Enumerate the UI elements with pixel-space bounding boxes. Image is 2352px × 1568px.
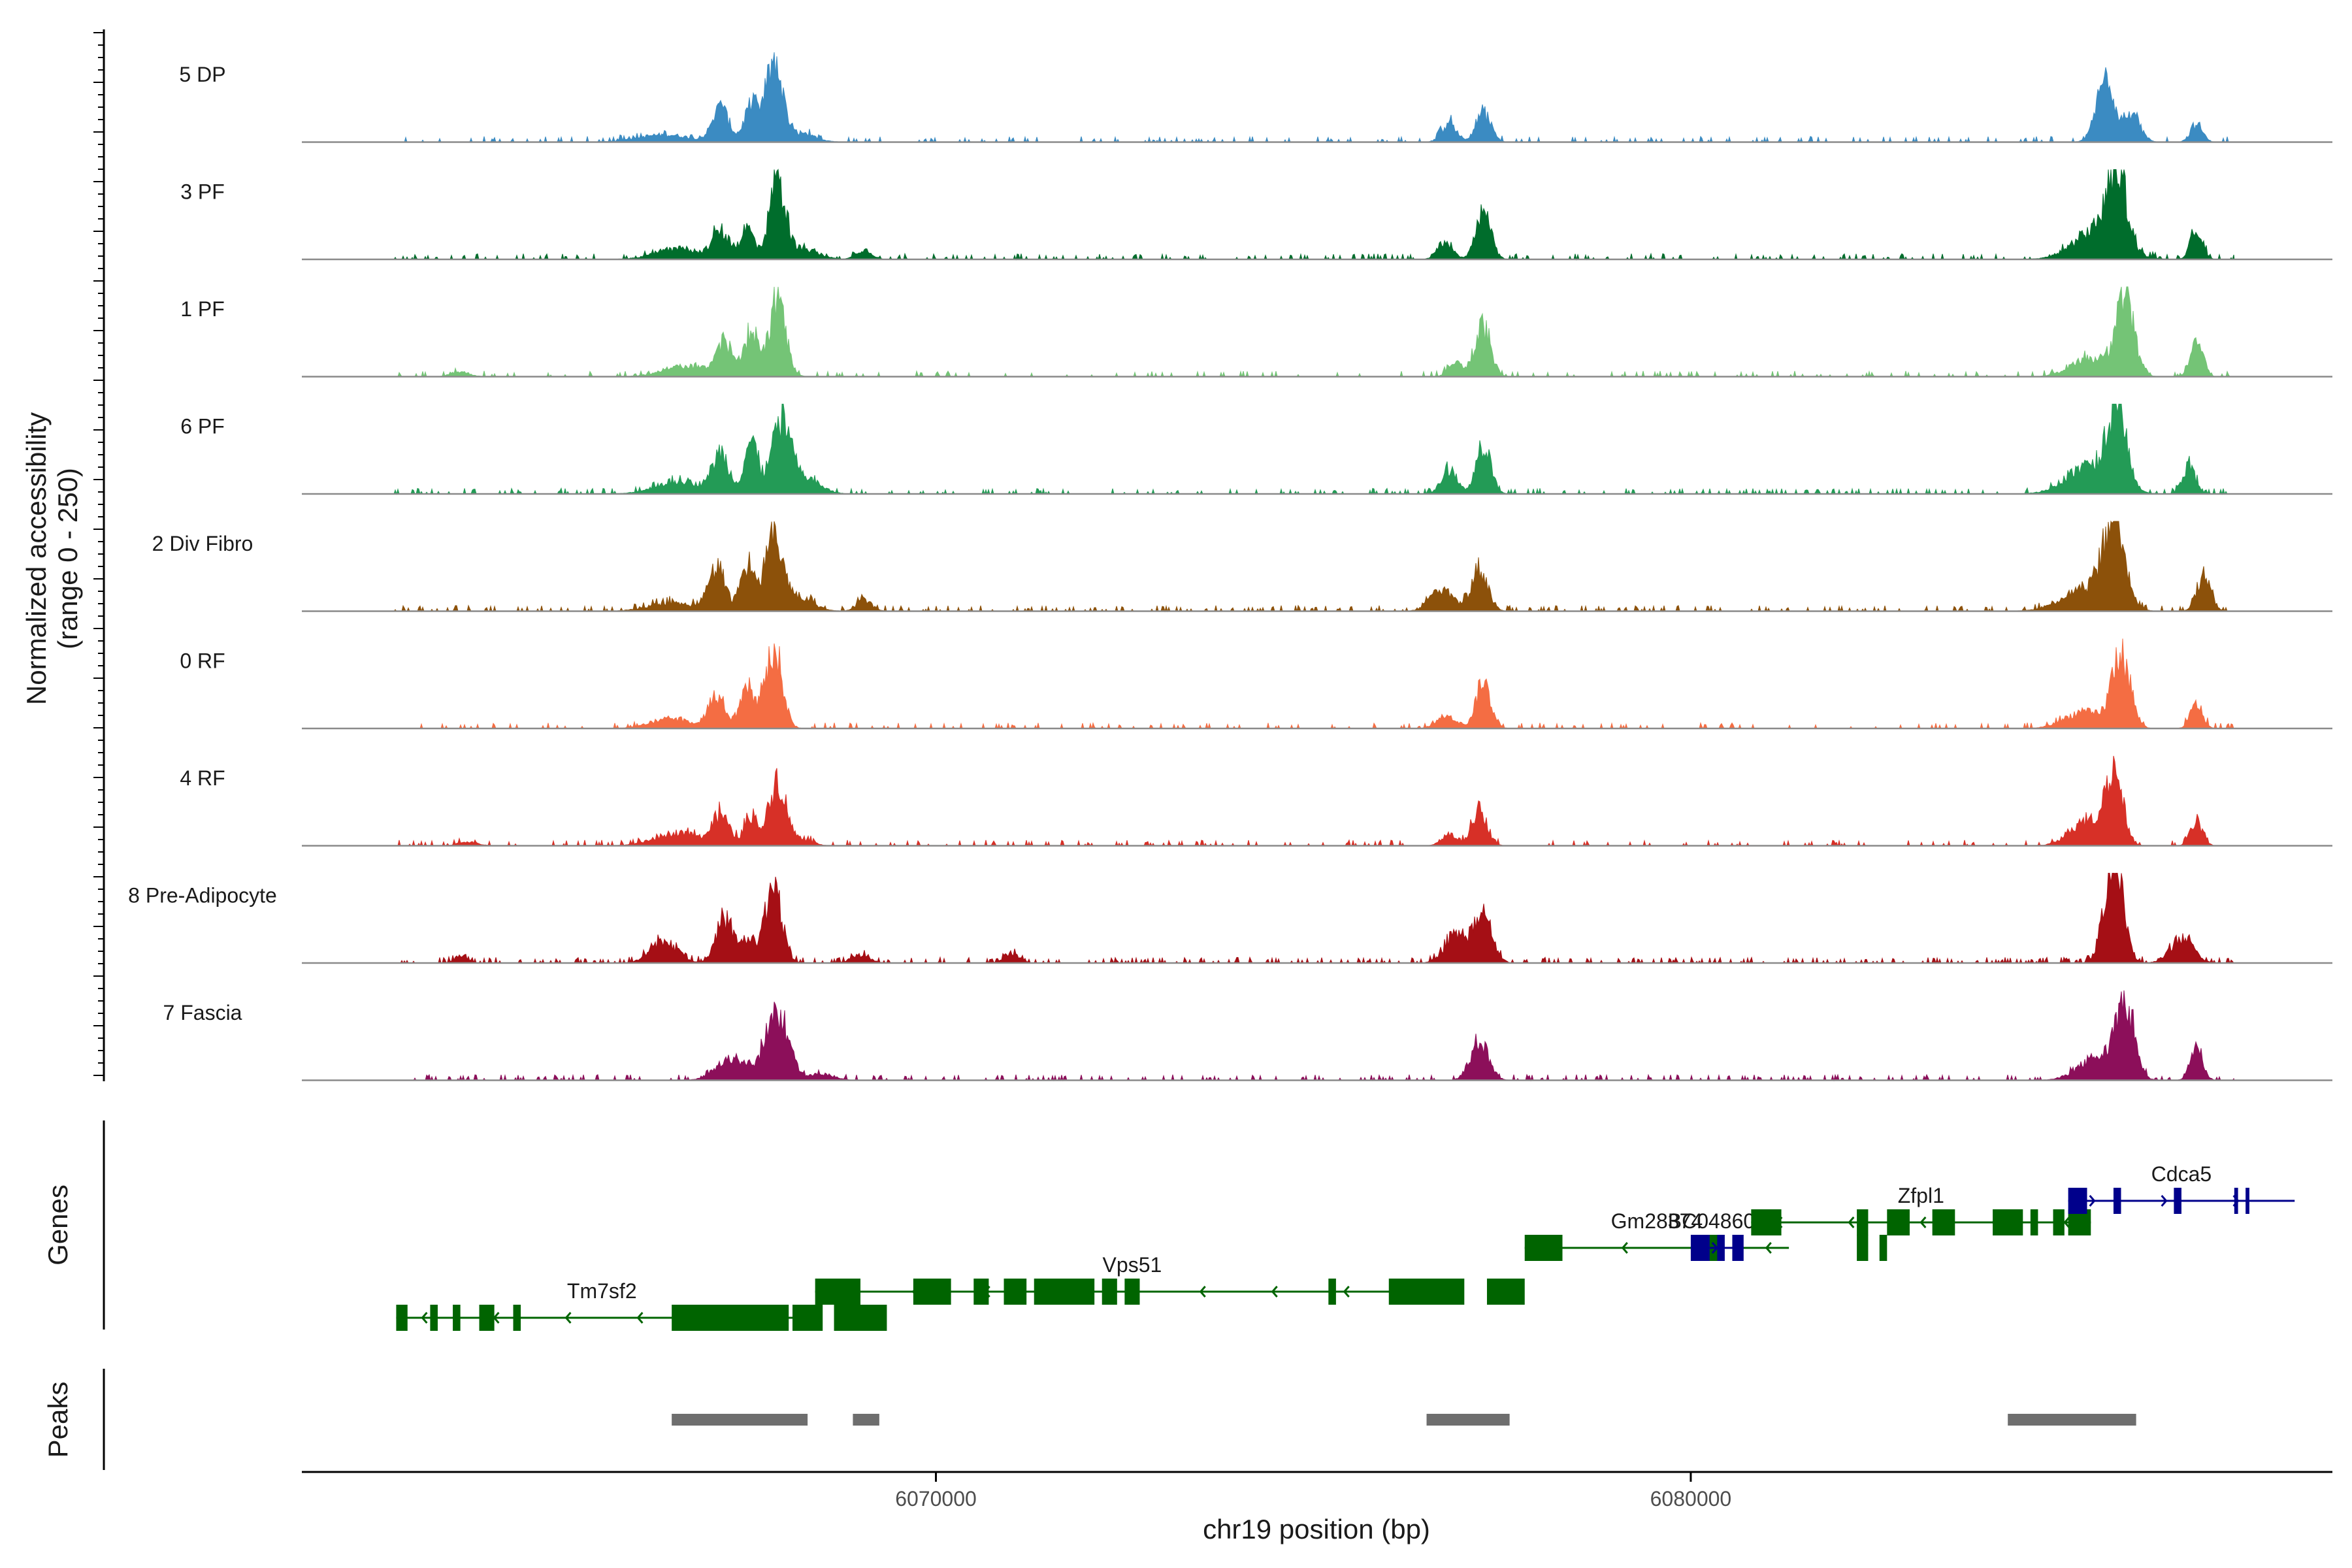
- exon-block: [792, 1305, 823, 1331]
- exon-block: [396, 1305, 408, 1331]
- strand-arrow: [1343, 1286, 1350, 1298]
- strand-arrow: [564, 1312, 572, 1324]
- exon-block: [1887, 1209, 1910, 1235]
- gene-label: BC048609: [1668, 1209, 1767, 1233]
- track-0-rf: 0 RF: [180, 638, 2332, 730]
- x-tick-label: 6080000: [1650, 1487, 1732, 1511]
- peak-bar: [853, 1414, 879, 1426]
- strand-arrow: [1848, 1217, 1855, 1228]
- gene-gm28374: Gm28374: [1524, 1209, 1887, 1261]
- strand-arrow: [1199, 1286, 1206, 1298]
- genes-panel-label: Genes: [42, 1184, 73, 1266]
- track-5-dp: 5 DP: [179, 52, 2332, 144]
- exon-block: [834, 1305, 887, 1331]
- track-label: 3 PF: [180, 180, 225, 204]
- strand-arrow: [636, 1312, 644, 1324]
- x-tick-label: 6070000: [895, 1487, 977, 1511]
- track-7-fascia: 7 Fascia: [163, 990, 2332, 1082]
- y-axis-title-line1: Normalized accessibility: [21, 412, 52, 705]
- exon-block: [2030, 1209, 2038, 1235]
- peak-bar: [1426, 1414, 1510, 1426]
- gene-label: Cdca5: [2151, 1162, 2212, 1186]
- track-label: 6 PF: [180, 415, 225, 438]
- track-label: 2 Div Fibro: [152, 532, 253, 555]
- peaks-panel-label: Peaks: [42, 1382, 73, 1458]
- exon-block: [1102, 1279, 1117, 1305]
- gene-label: Zfpl1: [1898, 1184, 1944, 1207]
- strand-arrow: [1919, 1217, 1927, 1228]
- exon-block: [1993, 1209, 2023, 1235]
- exon-block: [2246, 1188, 2249, 1214]
- exon-block: [1388, 1279, 1465, 1305]
- exon-block: [2068, 1188, 2087, 1214]
- strand-arrow: [1711, 1242, 1718, 1254]
- exon-block: [1857, 1209, 1869, 1235]
- gene-vps51: Vps51: [815, 1253, 1525, 1305]
- exon-block: [513, 1305, 521, 1331]
- exon-block: [1857, 1235, 1869, 1261]
- track-6-pf: 6 PF: [180, 404, 2332, 495]
- exon-block: [2174, 1188, 2181, 1214]
- exon-block: [1486, 1279, 1525, 1305]
- strand-arrow: [1765, 1242, 1772, 1254]
- track-label: 0 RF: [180, 649, 225, 673]
- exon-block: [672, 1305, 789, 1331]
- strand-arrow: [1271, 1286, 1278, 1298]
- exon-block: [815, 1279, 860, 1305]
- track-8-pre-adipocyte: 8 Pre-Adipocyte: [128, 873, 2332, 964]
- gene-label: Tm7sf2: [567, 1279, 637, 1303]
- y-axis-ticks: [93, 29, 105, 1081]
- strand-arrow: [2089, 1195, 2096, 1207]
- gene-label: Gm28374: [1611, 1209, 1703, 1233]
- gene-cdca5: Cdca5: [2068, 1162, 2295, 1214]
- gene-tm7sf2: Tm7sf2: [396, 1279, 887, 1331]
- track-label: 7 Fascia: [163, 1001, 242, 1024]
- track-4-rf: 4 RF: [180, 755, 2332, 847]
- peak-regions: [672, 1414, 2136, 1426]
- exon-block: [453, 1305, 461, 1331]
- track-2-div-fibro: 2 Div Fibro: [152, 520, 2332, 613]
- coverage-tracks: 5 DP 3 PF 1 PF 6 PF 2 Div Fibro 0 RF 4 RF 8 Pre…: [128, 52, 2332, 1082]
- exon-block: [1004, 1279, 1027, 1305]
- x-axis-ticks: 6070000 6080000: [895, 1472, 1731, 1511]
- exon-block: [1690, 1235, 1710, 1261]
- gene-bc048609: BC048609: [1668, 1209, 1767, 1261]
- strand-arrow: [2161, 1195, 2168, 1207]
- exon-block: [430, 1305, 438, 1331]
- track-label: 8 Pre-Adipocyte: [128, 884, 277, 907]
- strand-arrow: [2063, 1217, 2070, 1228]
- exon-block: [2234, 1188, 2238, 1214]
- exon-block: [913, 1279, 951, 1305]
- peak-bar: [2008, 1414, 2136, 1426]
- gene-label: Vps51: [1103, 1253, 1162, 1277]
- exon-block: [1034, 1279, 1095, 1305]
- track-3-pf: 3 PF: [180, 169, 2332, 261]
- strand-arrow: [1621, 1242, 1628, 1254]
- peak-bar: [672, 1414, 808, 1426]
- y-axis-title-line2: (range 0 - 250): [52, 468, 83, 649]
- exon-block: [1717, 1235, 1725, 1261]
- exon-block: [1932, 1209, 1955, 1235]
- exon-block: [2053, 1209, 2065, 1235]
- gene-zfpl1: Zfpl1: [1751, 1184, 2091, 1235]
- track-label: 1 PF: [180, 297, 225, 321]
- exon-block: [1751, 1209, 1782, 1235]
- strand-arrow: [421, 1312, 428, 1324]
- x-axis-title: chr19 position (bp): [1203, 1514, 1430, 1544]
- exon-block: [1124, 1279, 1140, 1305]
- exon-block: [1524, 1235, 1563, 1261]
- exon-block: [973, 1279, 989, 1305]
- exon-block: [1328, 1279, 1336, 1305]
- exon-block: [2113, 1188, 2121, 1214]
- exon-block: [1879, 1235, 1887, 1261]
- track-1-pf: 1 PF: [180, 286, 2332, 378]
- exon-block: [479, 1305, 495, 1331]
- exon-block: [1732, 1235, 1744, 1261]
- track-label: 5 DP: [179, 63, 225, 86]
- track-label: 4 RF: [180, 766, 225, 790]
